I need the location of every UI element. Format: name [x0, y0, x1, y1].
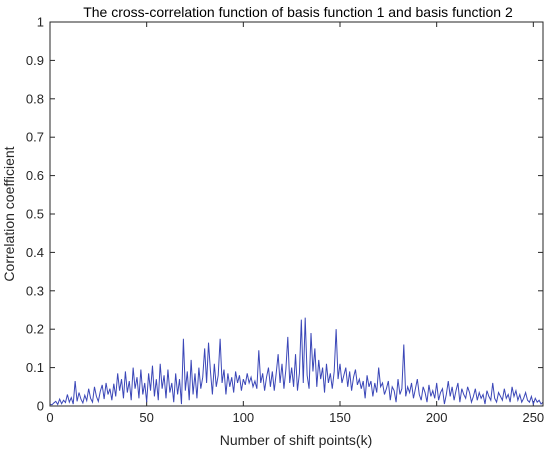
x-tick-label: 0	[46, 410, 53, 425]
x-axis-label: Number of shift points(k)	[220, 432, 373, 448]
y-tick-label: 0.3	[26, 283, 44, 298]
x-tick-label: 50	[139, 410, 153, 425]
x-tick-label: 200	[426, 410, 448, 425]
y-tick-label: 0.9	[26, 53, 44, 68]
y-tick-label: 0.2	[26, 322, 44, 337]
y-tick-label: 0.5	[26, 207, 44, 222]
x-tick-label: 150	[329, 410, 351, 425]
x-tick-label: 250	[522, 410, 544, 425]
chart-title: The cross-correlation function of basis …	[83, 4, 513, 20]
y-tick-label: 0.1	[26, 360, 44, 375]
y-tick-label: 0.4	[26, 245, 44, 260]
y-tick-label: 0.8	[26, 91, 44, 106]
y-tick-label: 0.7	[26, 130, 44, 145]
series-line	[49, 317, 544, 406]
y-tick-label: 0	[37, 399, 44, 414]
y-tick-label: 0.6	[26, 168, 44, 183]
plot-frame	[49, 21, 544, 407]
x-tick-label: 100	[232, 410, 254, 425]
y-axis-label-group: Correlation coefficient	[1, 146, 17, 281]
y-axis-label: Correlation coefficient	[1, 146, 17, 281]
axis-ticks: 0 50 100 150 200 250 0 0.1 0.2 0.3 0.4 0.5 0.6 0.7 0.8…	[26, 15, 544, 426]
y-tick-label: 1	[37, 15, 44, 30]
